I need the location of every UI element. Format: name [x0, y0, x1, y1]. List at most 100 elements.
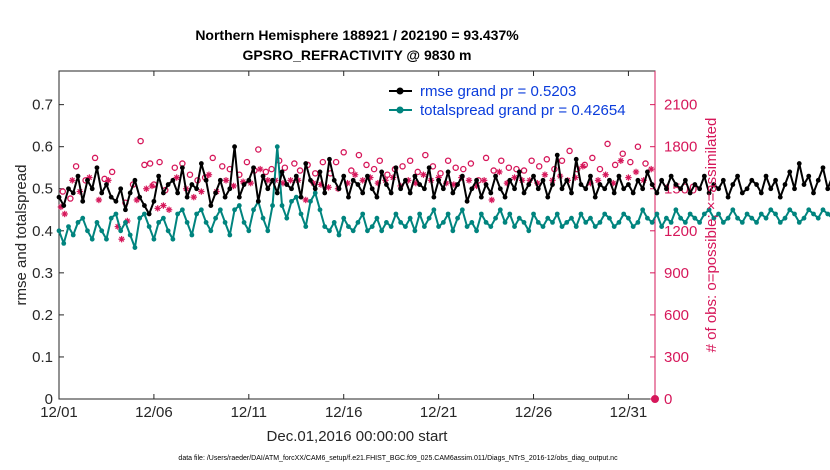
obs-possible-marker: [91, 154, 99, 162]
obs-possible-marker: [505, 164, 513, 171]
obs-possible-marker: [558, 157, 566, 164]
rmse-point: [716, 186, 721, 192]
totalspread-point: [554, 211, 560, 217]
totalspread-point: [535, 219, 541, 225]
obs-possible-marker: [619, 150, 626, 157]
legend-rmse-marker: [396, 87, 404, 95]
obs-possible-marker: [406, 157, 414, 164]
totalspread-point: [156, 219, 162, 225]
totalspread-point: [777, 219, 783, 225]
obs-possible-marker: [384, 171, 391, 178]
rmse-point: [279, 169, 285, 175]
rmse-point: [526, 182, 532, 187]
obs-assimilated-stroke: [149, 183, 155, 189]
obs-assimilated-stroke: [489, 197, 495, 203]
rmse-point: [540, 177, 546, 183]
obs-possible-marker: [319, 158, 327, 166]
rmse-point: [706, 190, 712, 196]
obs-possible-marker: [482, 154, 490, 162]
rmse-point: [80, 198, 86, 204]
totalspread-point: [578, 211, 584, 217]
rmse-point: [431, 194, 437, 200]
rmse-point: [175, 190, 181, 196]
obs-assimilated-marker: [61, 210, 68, 218]
rmse-point: [270, 177, 275, 183]
rmse-point: [564, 177, 570, 183]
rmse-point: [592, 194, 598, 200]
totalspread-point: [56, 228, 62, 234]
legend-rmse-label: rmse grand pr = 0.5203: [420, 83, 576, 100]
x-tick-label: 12/26: [515, 404, 553, 421]
obs-possible-marker: [363, 161, 370, 169]
totalspread-point: [398, 219, 404, 225]
rmse-point: [678, 186, 684, 192]
rmse-point: [445, 169, 451, 175]
rmse-point: [99, 190, 105, 196]
obs-assimilated-marker: [632, 168, 640, 176]
rmse-point: [213, 190, 218, 196]
totalspread-point: [654, 211, 660, 217]
totalspread-point: [184, 219, 190, 225]
totalspread-point: [374, 215, 380, 221]
obs-assimilated-stroke: [542, 172, 548, 178]
totalspread-point: [289, 198, 294, 204]
rmse-point: [649, 182, 655, 187]
rmse-point: [236, 194, 242, 200]
rmse-point: [739, 190, 745, 196]
rmse-point: [260, 173, 266, 179]
totalspread-point: [516, 215, 522, 221]
totalspread-point: [236, 203, 242, 208]
obs-assimilated-stroke: [325, 184, 332, 191]
totalspread-point: [393, 211, 399, 217]
totalspread-point: [165, 228, 171, 234]
y-tick-label: 0.4: [32, 223, 53, 240]
obs-assimilated-stroke: [648, 166, 654, 172]
totalspread-point: [573, 224, 579, 229]
totalspread-point: [222, 219, 228, 225]
obs-possible-marker: [243, 158, 251, 166]
totalspread-point: [640, 207, 646, 213]
rmse-point: [94, 165, 100, 171]
totalspread-point: [99, 228, 105, 234]
obs-assimilated-stroke: [511, 174, 518, 181]
obs-assimilated-marker: [351, 171, 359, 178]
footnote: data file: /Users/raeder/DAI/ATM_forcXX/…: [178, 455, 618, 462]
obs-assimilated-marker: [222, 177, 230, 184]
obs-assimilated-stroke: [198, 188, 205, 195]
obs-possible-marker: [490, 167, 497, 174]
rmse-point: [626, 182, 631, 187]
y-tick-label: 0.2: [32, 307, 53, 324]
totalspread-point: [540, 224, 546, 229]
totalspread-point: [412, 228, 418, 234]
totalspread-point: [697, 219, 703, 225]
rmse-point: [179, 165, 185, 171]
rmse-point: [56, 194, 62, 200]
rmse-point: [811, 190, 816, 196]
obs-assimilated-marker: [302, 196, 309, 204]
obs-possible-marker: [498, 157, 505, 164]
y-tick-label-right: 300: [664, 349, 689, 366]
obs-possible-marker: [156, 158, 163, 166]
obs-possible-marker: [611, 161, 619, 169]
rmse-point: [369, 186, 375, 192]
rmse-point: [815, 177, 821, 183]
obs-assimilated-marker: [594, 177, 602, 184]
totalspread-point: [170, 236, 176, 242]
obs-assimilated-stroke: [223, 177, 229, 183]
chart-title-line1: Northern Hemisphere 188921 / 202190 = 93…: [195, 27, 519, 43]
totalspread-point: [758, 211, 764, 217]
rmse-point: [436, 177, 442, 183]
rmse-point: [132, 177, 138, 183]
obs-possible-marker: [311, 170, 319, 177]
rmse-point: [284, 182, 290, 187]
rmse-point: [336, 186, 342, 192]
rmse-point: [464, 198, 470, 204]
totalspread-point: [450, 228, 456, 234]
rmse-point: [474, 177, 479, 183]
totalspread-point: [246, 228, 252, 234]
rmse-point: [735, 173, 740, 179]
obs-possible-marker: [218, 163, 226, 170]
obs-possible-marker: [186, 171, 194, 178]
rmse-point: [459, 173, 465, 179]
rmse-point: [113, 198, 119, 204]
